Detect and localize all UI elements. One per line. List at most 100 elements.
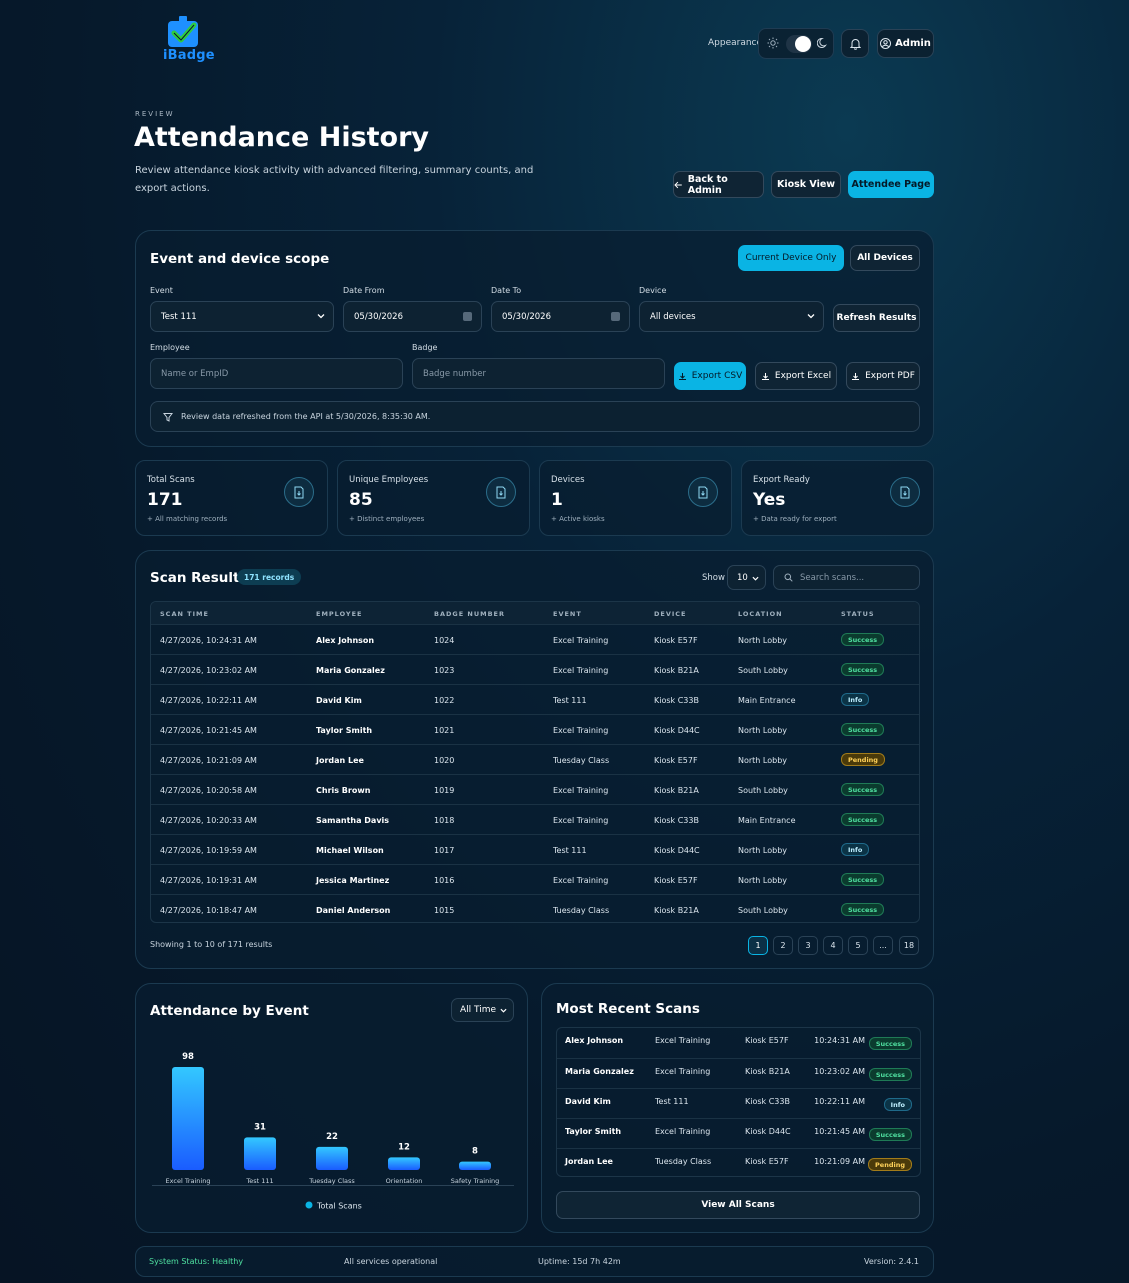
employee-input[interactable]: Name or EmpID: [150, 358, 403, 389]
search-placeholder: Search scans...: [800, 572, 865, 583]
table-row[interactable]: 4/27/2026, 10:19:31 AM Jessica Martinez 10…: [151, 864, 919, 894]
back-to-admin-button[interactable]: Back to Admin: [673, 171, 764, 198]
theme-switch[interactable]: [786, 35, 812, 53]
filter-icon: [163, 412, 173, 422]
cell-badge: 1015: [434, 906, 455, 915]
export-pdf-button[interactable]: Export PDF: [846, 362, 920, 390]
bar-tuesday-class[interactable]: [316, 1146, 348, 1170]
stat-label: Unique Employees: [349, 475, 429, 485]
bar-orientation[interactable]: [388, 1157, 420, 1170]
search-scans-input[interactable]: Search scans...: [773, 565, 920, 590]
all-devices-button[interactable]: All Devices: [850, 245, 920, 271]
export-pdf-label: Export PDF: [865, 371, 915, 381]
table-row[interactable]: 4/27/2026, 10:20:58 AM Chris Brown 1019 Exc…: [151, 774, 919, 804]
legend-label: Total Scans: [316, 1202, 362, 1211]
date-to-input[interactable]: 05/30/2026: [491, 301, 630, 332]
bar-safety-training[interactable]: [459, 1161, 491, 1170]
column-header[interactable]: SCAN TIME: [160, 610, 209, 618]
download-icon: [761, 372, 769, 380]
export-csv-button[interactable]: Export CSV: [674, 362, 746, 390]
pagination-ellipsis: ...: [873, 936, 893, 955]
kiosk-view-button[interactable]: Kiosk View: [771, 171, 841, 198]
cell-time: 4/27/2026, 10:24:31 AM: [160, 636, 257, 645]
table-row[interactable]: 4/27/2026, 10:22:11 AM David Kim 1022 Test …: [151, 684, 919, 714]
recent-event: Excel Training: [655, 1067, 711, 1076]
refresh-results-button[interactable]: Refresh Results: [833, 304, 920, 332]
chevron-down-icon: [807, 314, 815, 319]
date-from-label: Date From: [343, 286, 385, 295]
table-row[interactable]: 4/27/2026, 10:21:09 AM Jordan Lee 1020 Tues…: [151, 744, 919, 774]
table-row[interactable]: 4/27/2026, 10:24:31 AM Alex Johnson 1024 Ex…: [151, 624, 919, 654]
time-range-select[interactable]: All Time: [451, 998, 514, 1022]
event-select[interactable]: Test 111: [150, 301, 334, 332]
cell-badge: 1016: [434, 876, 455, 885]
page-button-2[interactable]: 2: [773, 936, 793, 955]
table-row[interactable]: 4/27/2026, 10:20:33 AM Samantha Davis 1018…: [151, 804, 919, 834]
page-button-4[interactable]: 4: [823, 936, 843, 955]
page-button-18[interactable]: 18: [899, 936, 919, 955]
recent-time: 10:21:09 AM: [814, 1157, 865, 1166]
badge-input[interactable]: Badge number: [412, 358, 665, 389]
column-header[interactable]: EMPLOYEE: [316, 610, 363, 618]
ibadge-logo-icon[interactable]: [160, 16, 210, 64]
recent-scans-list: Alex Johnson Excel Training Kiosk E57F 10:2…: [556, 1027, 921, 1177]
download-icon: [852, 372, 860, 380]
recent-employee: Jordan Lee: [565, 1157, 613, 1166]
date-from-input[interactable]: 05/30/2026: [343, 301, 482, 332]
bar-test-111[interactable]: [244, 1137, 276, 1170]
recent-scan-row[interactable]: Jordan Lee Tuesday Class Kiosk E57F 10:21:0…: [557, 1148, 920, 1176]
page-button-3[interactable]: 3: [798, 936, 818, 955]
scope-title: Event and device scope: [150, 251, 330, 267]
recent-device: Kiosk C33B: [745, 1097, 790, 1106]
cell-time: 4/27/2026, 10:19:59 AM: [160, 846, 257, 855]
column-header[interactable]: BADGE NUMBER: [434, 610, 506, 618]
view-all-scans-button[interactable]: View All Scans: [556, 1191, 920, 1219]
current-device-only-button[interactable]: Current Device Only: [738, 245, 844, 271]
status-badge: Success: [841, 723, 885, 736]
appearance-toggle[interactable]: [758, 28, 834, 59]
recent-scan-row[interactable]: Alex Johnson Excel Training Kiosk E57F 10:2…: [557, 1028, 920, 1058]
cell-device: Kiosk D44C: [654, 726, 700, 735]
event-select-value: Test 111: [161, 311, 197, 322]
attendee-page-button[interactable]: Attendee Page: [848, 171, 934, 198]
export-excel-button[interactable]: Export Excel: [755, 362, 837, 390]
recent-event: Excel Training: [655, 1036, 711, 1045]
table-row[interactable]: 4/27/2026, 10:21:45 AM Taylor Smith 1021 Ex…: [151, 714, 919, 744]
brand-name: iBadge: [163, 48, 215, 63]
column-header[interactable]: EVENT: [553, 610, 582, 618]
table-row[interactable]: 4/27/2026, 10:18:47 AM Daniel Anderson 101…: [151, 894, 919, 922]
records-badge: 171 records: [237, 569, 302, 585]
category-label: Excel Training: [166, 1177, 211, 1185]
bar-excel-training[interactable]: [172, 1067, 204, 1170]
badge-placeholder: Badge number: [423, 368, 486, 379]
notifications-button[interactable]: [841, 29, 869, 58]
bar-value-label: 8: [472, 1147, 478, 1157]
cell-device: Kiosk E57F: [654, 876, 698, 885]
bell-icon: [849, 38, 861, 50]
table-row[interactable]: 4/27/2026, 10:23:02 AM Maria Gonzalez 1023…: [151, 654, 919, 684]
recent-scan-row[interactable]: Maria Gonzalez Excel Training Kiosk B21A 10…: [557, 1058, 920, 1088]
stat-value: 85: [349, 490, 373, 510]
table-row[interactable]: 4/27/2026, 10:19:59 AM Michael Wilson 1017…: [151, 834, 919, 864]
admin-menu-button[interactable]: Admin: [877, 29, 934, 58]
device-select[interactable]: All devices: [639, 301, 824, 332]
calendar-icon[interactable]: [463, 312, 472, 321]
page-size-select[interactable]: 10: [727, 565, 766, 590]
system-status: System Status: Healthy: [149, 1257, 244, 1266]
page-button-5[interactable]: 5: [848, 936, 868, 955]
column-header[interactable]: DEVICE: [654, 610, 687, 618]
recent-scan-row[interactable]: Taylor Smith Excel Training Kiosk D44C 10:2…: [557, 1118, 920, 1148]
page-button-1[interactable]: 1: [748, 936, 768, 955]
calendar-icon[interactable]: [611, 312, 620, 321]
legend-swatch: [305, 1201, 313, 1209]
recent-employee: Maria Gonzalez: [565, 1067, 634, 1076]
bar-value-label: 22: [326, 1132, 338, 1142]
recent-device: Kiosk E57F: [745, 1036, 789, 1045]
column-header[interactable]: STATUS: [841, 610, 875, 618]
status-badge: Pending: [841, 753, 885, 766]
pagination-summary: Showing 1 to 10 of 171 results: [150, 940, 273, 949]
recent-scan-row[interactable]: David Kim Test 111 Kiosk C33B 10:22:11 AM In…: [557, 1088, 920, 1118]
column-header[interactable]: LOCATION: [738, 610, 783, 618]
scan-results-table: SCAN TIME EMPLOYEE BADGE NUMBER EVENT DE…: [150, 601, 920, 923]
chevron-down-icon: [500, 1008, 507, 1013]
